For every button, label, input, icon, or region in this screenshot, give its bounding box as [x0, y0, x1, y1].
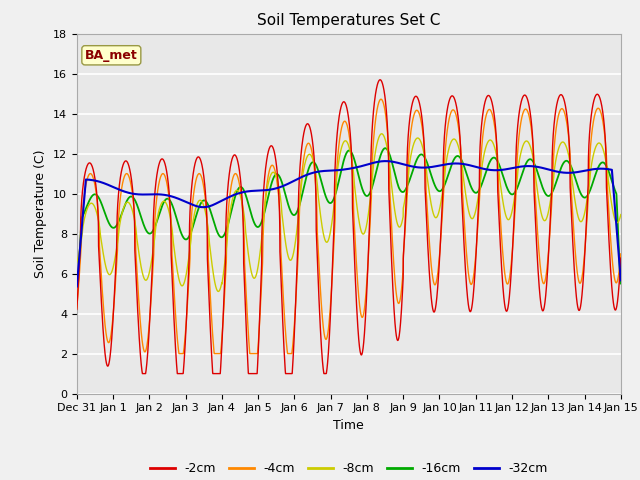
-8cm [214, 288, 222, 294]
-32cm [565, 170, 573, 176]
-8cm [617, 212, 625, 218]
-2cm [402, 201, 410, 207]
-2cm [617, 255, 625, 261]
-32cm [73, 284, 81, 289]
-8cm [225, 218, 233, 224]
-16cm [565, 160, 573, 166]
-32cm [617, 277, 625, 283]
-32cm [189, 202, 197, 208]
-4cm [402, 213, 410, 218]
-32cm [402, 162, 410, 168]
-32cm [617, 274, 625, 279]
-8cm [189, 216, 197, 222]
-16cm [73, 281, 81, 287]
-2cm [376, 77, 384, 83]
Line: -8cm: -8cm [77, 134, 621, 291]
-2cm [189, 169, 197, 175]
-4cm [617, 251, 625, 257]
-16cm [412, 160, 419, 166]
-2cm [617, 258, 625, 264]
-4cm [73, 305, 81, 311]
-4cm [377, 96, 385, 102]
Y-axis label: Soil Temperature (C): Soil Temperature (C) [35, 149, 47, 278]
-8cm [402, 190, 410, 195]
-16cm [402, 186, 410, 192]
-16cm [617, 281, 625, 287]
-32cm [412, 164, 419, 170]
-8cm [412, 137, 419, 143]
-4cm [617, 253, 625, 259]
-4cm [412, 108, 419, 114]
-8cm [566, 156, 573, 162]
-32cm [381, 158, 389, 164]
-16cm [225, 219, 232, 225]
-8cm [378, 131, 385, 137]
Line: -16cm: -16cm [77, 148, 621, 284]
-4cm [225, 202, 233, 207]
Line: -2cm: -2cm [77, 80, 621, 373]
-2cm [139, 371, 147, 376]
Legend: -2cm, -4cm, -8cm, -16cm, -32cm: -2cm, -4cm, -8cm, -16cm, -32cm [145, 457, 553, 480]
-8cm [73, 260, 81, 265]
-16cm [381, 145, 389, 151]
-16cm [617, 281, 625, 287]
Line: -4cm: -4cm [77, 99, 621, 354]
Title: Soil Temperatures Set C: Soil Temperatures Set C [257, 13, 440, 28]
-2cm [412, 94, 419, 99]
-16cm [189, 222, 197, 228]
-2cm [73, 307, 81, 312]
-2cm [225, 175, 233, 180]
-4cm [566, 143, 573, 149]
-32cm [225, 194, 232, 200]
-4cm [175, 351, 183, 357]
-8cm [617, 212, 625, 217]
Line: -32cm: -32cm [77, 161, 621, 287]
-2cm [566, 145, 573, 151]
-4cm [189, 192, 197, 198]
X-axis label: Time: Time [333, 419, 364, 432]
Text: BA_met: BA_met [85, 49, 138, 62]
